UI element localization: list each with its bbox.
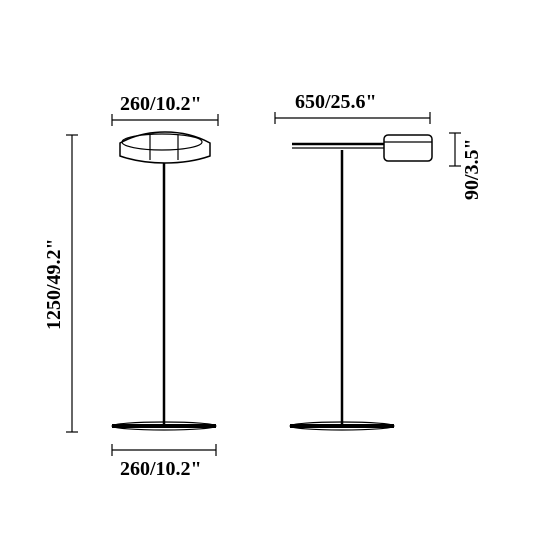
dim-side-top: 650/25.6" — [275, 91, 430, 124]
side-view — [290, 135, 432, 430]
side-head — [384, 135, 432, 161]
dim-front-top: 260/10.2" — [112, 93, 218, 126]
dim-front-height-label: 1250/49.2" — [43, 238, 65, 330]
dim-side-head-h: 90/3.5" — [449, 133, 483, 200]
dim-side-top-label: 650/25.6" — [295, 91, 377, 113]
dim-front-top-label: 260/10.2" — [120, 93, 202, 115]
dim-front-height: 1250/49.2" — [43, 135, 78, 432]
front-view — [112, 132, 216, 430]
front-head — [120, 132, 210, 163]
dim-side-head-h-label: 90/3.5" — [461, 138, 483, 200]
dim-front-bottom: 260/10.2" — [112, 444, 216, 480]
dim-front-bottom-label: 260/10.2" — [120, 458, 202, 480]
